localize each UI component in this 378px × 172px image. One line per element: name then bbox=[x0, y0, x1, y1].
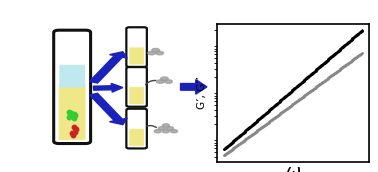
FancyBboxPatch shape bbox=[59, 84, 86, 140]
FancyBboxPatch shape bbox=[129, 47, 144, 64]
FancyBboxPatch shape bbox=[59, 65, 85, 88]
Circle shape bbox=[161, 77, 168, 80]
Circle shape bbox=[165, 80, 172, 83]
X-axis label: ω: ω bbox=[285, 163, 301, 172]
Y-axis label: G’, G’’: G’, G’’ bbox=[197, 76, 207, 109]
Circle shape bbox=[163, 130, 169, 133]
FancyArrow shape bbox=[90, 52, 127, 83]
FancyBboxPatch shape bbox=[129, 129, 144, 146]
Circle shape bbox=[170, 130, 178, 133]
Circle shape bbox=[166, 127, 174, 130]
Circle shape bbox=[152, 49, 160, 52]
FancyBboxPatch shape bbox=[129, 87, 144, 104]
Circle shape bbox=[163, 124, 169, 127]
FancyArrow shape bbox=[90, 93, 127, 125]
Circle shape bbox=[156, 80, 164, 83]
FancyArrow shape bbox=[93, 83, 123, 92]
Circle shape bbox=[156, 51, 164, 55]
Circle shape bbox=[154, 130, 161, 133]
Circle shape bbox=[158, 127, 165, 130]
FancyArrow shape bbox=[181, 80, 207, 94]
Circle shape bbox=[148, 51, 155, 55]
